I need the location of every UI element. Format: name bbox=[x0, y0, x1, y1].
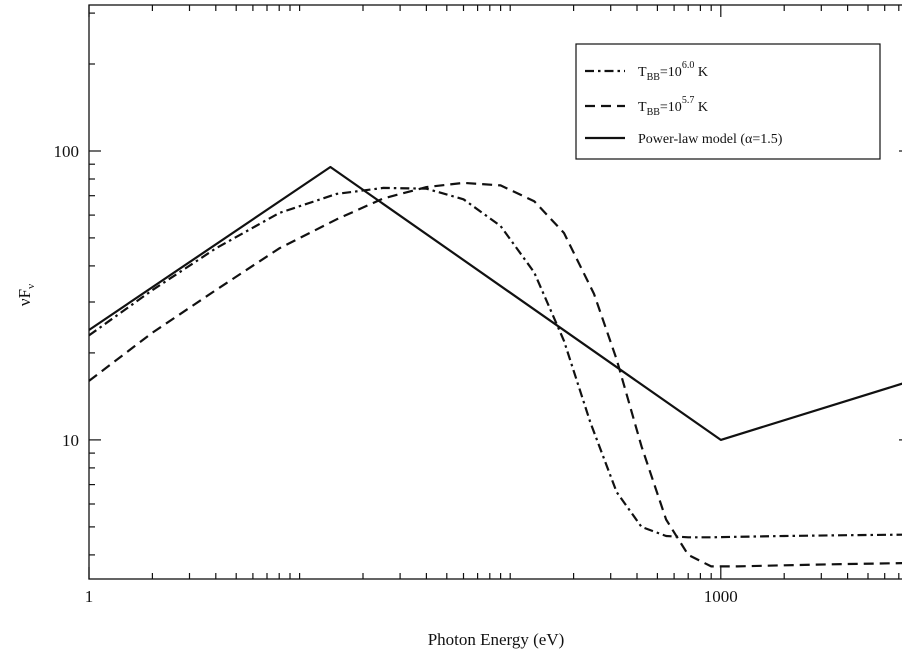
series-line-bb60 bbox=[88, 186, 902, 539]
y-tick-label: 100 bbox=[54, 142, 80, 161]
legend-label-bb60: TBB=106.0 K bbox=[638, 60, 708, 83]
x-tick-label: 1000 bbox=[704, 587, 738, 606]
series-layer bbox=[88, 165, 902, 568]
legend-box bbox=[575, 43, 881, 160]
legend-label-powerlaw: Power-law model (α=1.5) bbox=[638, 132, 783, 147]
series-line-pl bbox=[88, 165, 902, 441]
x-tick-label: 1 bbox=[85, 587, 94, 606]
plot-frame bbox=[88, 4, 902, 580]
y-axis-title: νFν bbox=[15, 284, 37, 306]
y-tick-label: 10 bbox=[62, 431, 79, 450]
legend: TBB=106.0 K TBB=105.7 K Power-law model … bbox=[575, 43, 881, 160]
series-line-bb57 bbox=[88, 181, 902, 568]
legend-label-bb57: TBB=105.7 K bbox=[638, 95, 708, 118]
x-axis-title: Photon Energy (eV) bbox=[428, 630, 565, 649]
ticks-layer: 1 1000 10 100 bbox=[54, 5, 902, 606]
